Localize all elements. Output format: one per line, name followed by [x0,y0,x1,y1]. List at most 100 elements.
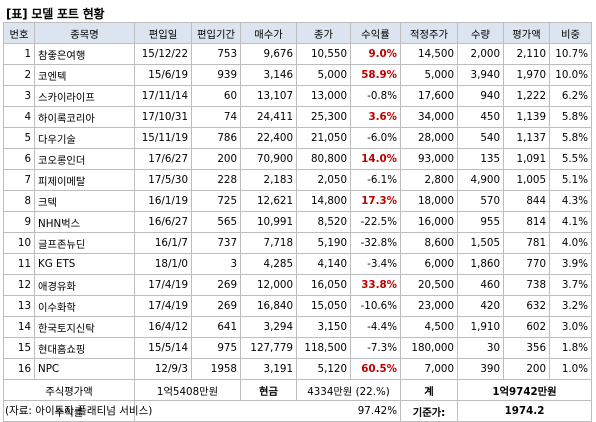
table-body: 1 참좋은여행 15/12/22 753 9,676 10,550 9.0% 14,500 2,… [3,43,592,380]
entry-date: 16/1/19 [134,190,192,212]
row-number: 13 [3,295,35,317]
column-header: 비중 [549,22,592,44]
stock-name: 코엔텍 [34,64,135,86]
return-rate: -3.4% [350,253,401,275]
total-value: 1억9742만원 [457,379,592,401]
quantity: 4,900 [457,169,504,191]
weight: 5.8% [549,106,592,128]
column-header: 종목명 [34,22,135,44]
table-title: [표] 모델 포트 현황 [6,7,105,21]
table-row: 12 애경유화 17/4/19 269 12,000 16,050 33.8% 20,500 4… [3,274,592,296]
entry-date: 15/12/22 [134,43,192,65]
return-rate: -22.5% [350,211,401,233]
buy-price: 22,400 [240,127,297,149]
holding-period: 939 [191,64,241,86]
row-number: 10 [3,232,35,254]
close-price: 5,000 [296,64,351,86]
return-rate: 14.0% [350,148,401,170]
target-price: 14,500 [400,43,458,65]
row-number: 8 [3,190,35,212]
holding-period: 228 [191,169,241,191]
quantity: 135 [457,148,504,170]
weight: 4.0% [549,232,592,254]
quantity: 940 [457,85,504,107]
close-price: 2,050 [296,169,351,191]
target-price: 4,500 [400,316,458,338]
source-note: (자료: 아이투자 플래티넘 서비스) [5,405,153,417]
row-number: 14 [3,316,35,338]
column-header: 편입일 [134,22,192,44]
weight: 5.5% [549,148,592,170]
stock-name: 현대홈쇼핑 [34,337,135,359]
table-row: 14 한국토지신탁 16/4/12 641 3,294 3,150 -4.4% 4,500 1,… [3,316,592,338]
cash-value: 4334만원 (22.%) [296,379,401,401]
stock-name: 글프존뉴딘 [34,232,135,254]
stock-name: NHN벅스 [34,211,135,233]
close-price: 5,120 [296,358,351,380]
table-row: 5 다우기술 15/11/19 786 22,400 21,050 -6.0% 28,000 5… [3,127,592,149]
return-rate: -32.8% [350,232,401,254]
close-price: 15,050 [296,295,351,317]
holding-period: 737 [191,232,241,254]
quantity: 1,505 [457,232,504,254]
close-price: 13,000 [296,85,351,107]
header-row: 번호 종목명 편입일 편입기간 매수가 종가 수익률 적정주가 수량 평가액 비중 [3,22,592,44]
stock-name: 하이록코리아 [34,106,135,128]
valuation: 1,970 [503,64,550,86]
stock-name: 이수화학 [34,295,135,317]
quantity: 30 [457,337,504,359]
stock-name: 코오롱인더 [34,148,135,170]
weight: 10.7% [549,43,592,65]
valuation: 632 [503,295,550,317]
entry-date: 17/6/27 [134,148,192,170]
close-price: 21,050 [296,127,351,149]
target-price: 34,000 [400,106,458,128]
buy-price: 7,718 [240,232,297,254]
quantity: 570 [457,190,504,212]
valuation: 844 [503,190,550,212]
column-header: 평가액 [503,22,550,44]
return-rate: 60.5% [350,358,401,380]
return-rate: -0.8% [350,85,401,107]
table-row: 15 현대홈쇼핑 15/5/14 975 127,779 118,500 -7.3% 180,… [3,337,592,359]
return-rate: 33.8% [350,274,401,296]
target-price: 2,800 [400,169,458,191]
base-price-label: 기준가: [400,400,458,422]
table-row: 3 스카이라이프 17/11/14 60 13,107 13,000 -0.8% 17,600… [3,85,592,107]
return-rate: 3.6% [350,106,401,128]
close-price: 25,300 [296,106,351,128]
quantity: 3,940 [457,64,504,86]
quantity: 450 [457,106,504,128]
holding-period: 565 [191,211,241,233]
stock-value: 1억5408만원 [134,379,241,401]
row-number: 5 [3,127,35,149]
return-rate: -6.1% [350,169,401,191]
quantity: 420 [457,295,504,317]
buy-price: 9,676 [240,43,297,65]
holding-period: 1958 [191,358,241,380]
weight: 4.3% [549,190,592,212]
buy-price: 3,191 [240,358,297,380]
stock-name: 한국토지신탁 [34,316,135,338]
table-row: 7 피제이메탈 17/5/30 228 2,183 2,050 -6.1% 2,800 4,90… [3,169,592,191]
row-number: 16 [3,358,35,380]
entry-date: 17/5/30 [134,169,192,191]
buy-price: 70,900 [240,148,297,170]
entry-date: 17/11/14 [134,85,192,107]
return-value: 97.42% [134,400,401,422]
stock-name: 크텍 [34,190,135,212]
close-price: 118,500 [296,337,351,359]
column-header: 수익률 [350,22,401,44]
close-price: 8,520 [296,211,351,233]
stock-name: KG ETS [34,253,135,275]
table-row: 2 코엔텍 15/6/19 939 3,146 5,000 58.9% 5,000 3,940 1… [3,64,592,86]
valuation: 1,139 [503,106,550,128]
table-row: 6 코오롱인더 17/6/27 200 70,900 80,800 14.0% 93,000 1… [3,148,592,170]
close-price: 3,150 [296,316,351,338]
weight: 3.0% [549,316,592,338]
row-number: 6 [3,148,35,170]
cash-label: 현금 [240,379,297,401]
row-number: 2 [3,64,35,86]
quantity: 2,000 [457,43,504,65]
valuation: 781 [503,232,550,254]
